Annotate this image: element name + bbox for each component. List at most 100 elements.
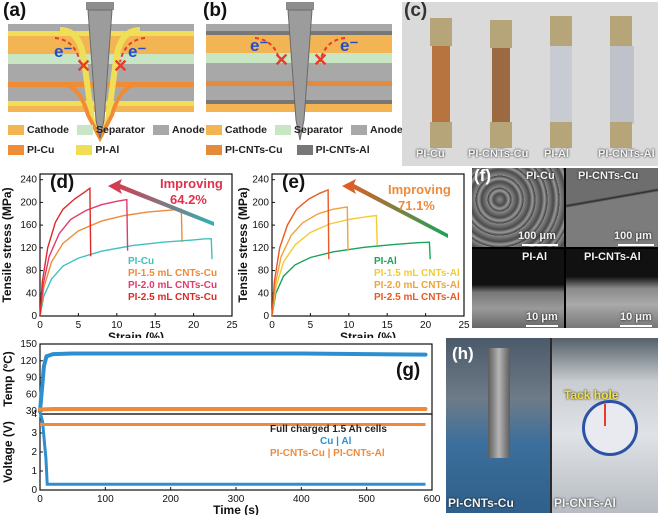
chart-g: 0 100 200 300 400 500 600 30 60 90 120 150 0 1 2 3 4 Time… [1,339,441,517]
chart-g-xtick-label-0: 0 [37,494,43,505]
panel-h-label: (h) [452,344,474,363]
photo-label-pi-al: PI-Al [544,148,570,160]
legend-g-al: Al [341,436,352,447]
sem-scalebar-3 [526,325,558,327]
legend-g-line3: PI-CNTs-Cu | PI-CNTs-Al [270,448,387,460]
chart-d-xtick-label-0: 0 [37,320,43,331]
sem-scale-pi-cnts-cu: 100 μm [614,230,652,242]
photo-label-pi-cnts-al: PI-CNTs-Al [598,148,655,160]
pouch-logo [582,400,638,456]
chart-d-legend-1: PI-1.5 mL CNTs-Cu [128,268,217,279]
chart-e-series-line-1 [271,214,378,317]
legend-g-cu: Cu [320,436,334,447]
sem-name-pi-cnts-al: PI-CNTs-Al [584,251,641,263]
legend-a-row1: Cathode Separator Anode [8,124,205,136]
cathode-swatch-b [206,125,222,135]
legend-pi-cnts-cu: PI-CNTs-Cu [225,144,283,156]
panel-b-label: (b) [203,0,228,21]
chart-e-legend-0: PI-Al [374,256,397,267]
caption-pi-cnts-al: PI-CNTs-Al [554,496,616,510]
legend-g-sep2: | [327,448,334,459]
pi-al-swatch [76,145,93,155]
panel-g: 0 100 200 300 400 500 600 30 60 90 120 150 0 1 2 3 4 Time… [0,338,442,517]
chart-e-ytick-label-3: 120 [252,243,269,254]
chart-d-ytick-label-4: 160 [20,220,37,231]
panel-c: (c) PI-Cu PI-CNTs-Cu PI-Al PI-CNTs-Al [402,0,658,166]
chart-e-ytick-label-1: 40 [258,288,270,299]
chart-d-series-line-0 [39,238,213,317]
improving-d-line2: 64.2% [170,192,207,207]
chart-e-ylabel: Tensile stress (MPa) [236,187,250,302]
panel-d-label: (d) [50,172,75,193]
chart-e-legend-1: PI-1.5 mL CNTs-Al [374,268,460,279]
panel-h: (h) Tack hole PI-CNTs-Cu PI-CNTs-Al [446,338,658,513]
panel-f-label: (f) [474,166,491,185]
chart-e-ytick-label-0: 0 [263,311,269,322]
sem-scalebar-4 [620,325,652,327]
chart-g-temp-tick-label-4: 150 [20,339,37,350]
legend-anode: Anode [172,124,205,136]
sem-tile-pi-al [472,249,564,328]
electron-label-right-b: e⁻ [340,36,359,55]
chart-d-series-line-3 [39,186,92,317]
legend-g-pi-cnts-al: PI-CNTs-Al [333,448,385,459]
chart-g-volt-tick-label-3: 3 [31,428,37,439]
chart-e-xtick-label-5: 25 [458,320,470,331]
cathode-swatch [8,125,24,135]
legend-cathode: Cathode [27,124,69,136]
chart-g-temp-line-0 [38,351,428,414]
legend-b-row2: PI-CNTs-Cu PI-CNTs-Al [206,144,370,156]
legend-g-title: Full charged 1.5 Ah cells [270,424,387,435]
caption-pi-cnts-cu: PI-CNTs-Cu [448,496,514,510]
chart-g-xtick-label-5: 500 [358,494,375,505]
photo-label-pi-cnts-cu: PI-CNTs-Cu [468,148,529,160]
chart-g-xtick-label-6: 600 [424,494,441,505]
tack-hole-label: Tack hole [564,388,619,402]
panel-b: ✕ ✕ (b) e⁻ e⁻ Cathode Separator Anode PI… [200,0,403,168]
separator-swatch-b [275,125,291,135]
chart-e-legend-2: PI-2.0 mL CNTs-Al [374,280,460,291]
chart-d-plot-frame [39,173,233,317]
svg-text:✕: ✕ [274,50,289,70]
chart-e-ytick-label-5: 200 [252,197,269,208]
chart-d: 0 5 10 15 20 25 0 40 80 120 160 200 240 Strain (%) Ten… [0,173,238,344]
chart-e-xtick-label-1: 5 [308,320,314,331]
chart-e-legend-3: PI-2.5 mL CNTs-Al [374,292,460,303]
chart-e-xlabel: Strain (%) [340,330,396,338]
legend-pi-cnts-al: PI-CNTs-Al [315,144,370,156]
chart-e: 0 5 10 15 20 25 0 40 80 120 160 200 240 Strain (%) Ten… [236,173,470,344]
chart-g-xtick-label-4: 400 [293,494,310,505]
chart-d-ytick-label-5: 200 [20,197,37,208]
chart-d-xtick-label-2: 10 [111,320,123,331]
tack-hole-arrow [604,404,606,426]
chart-g-xlabel: Time (s) [213,503,259,515]
photo-label-pi-cu: PI-Cu [416,148,445,160]
sem-name-pi-cnts-cu: PI-CNTs-Cu [578,170,639,182]
chart-e-series-line-2 [271,206,349,317]
chart-e-xtick-label-4: 20 [420,320,432,331]
chart-g-volt-tick-label-2: 2 [31,447,37,458]
sem-name-pi-cu: PI-Cu [526,170,555,182]
panel-a-label: (a) [3,0,27,21]
anode-swatch-b [351,125,368,135]
chart-d-xtick-label-4: 20 [188,320,200,331]
chart-g-volt-line-0 [38,411,426,486]
chart-e-xtick-label-0: 0 [269,320,275,331]
legend-cathode-b: Cathode [225,124,267,136]
chart-g-volt-tick-label-0: 0 [31,485,37,496]
chart-g-temp-tick-label-3: 120 [20,356,37,367]
legend-pi-cu: PI-Cu [27,144,55,156]
chart-e-xtick-label-3: 15 [382,320,394,331]
sem-scale-pi-al: 10 μm [526,311,558,323]
chart-d-ylabel: Tensile stress (MPa) [0,187,14,302]
chart-g-legend: Full charged 1.5 Ah cells Cu | Al PI-CNT… [270,424,387,460]
panel-d: 0 5 10 15 20 25 0 40 80 120 160 200 240 Strain (%) Ten… [0,168,240,344]
chart-d-legend-2: PI-2.0 mL CNTs-Cu [128,280,217,291]
svg-text:✕: ✕ [113,56,128,76]
panel-c-photo [402,2,658,166]
sem-name-pi-al: PI-Al [522,251,548,263]
legend-g-sep1: | [336,436,342,447]
svg-text:✕: ✕ [76,56,91,76]
chart-e-ytick-label-2: 80 [258,266,270,277]
chart-d-series-line-1 [39,208,183,317]
